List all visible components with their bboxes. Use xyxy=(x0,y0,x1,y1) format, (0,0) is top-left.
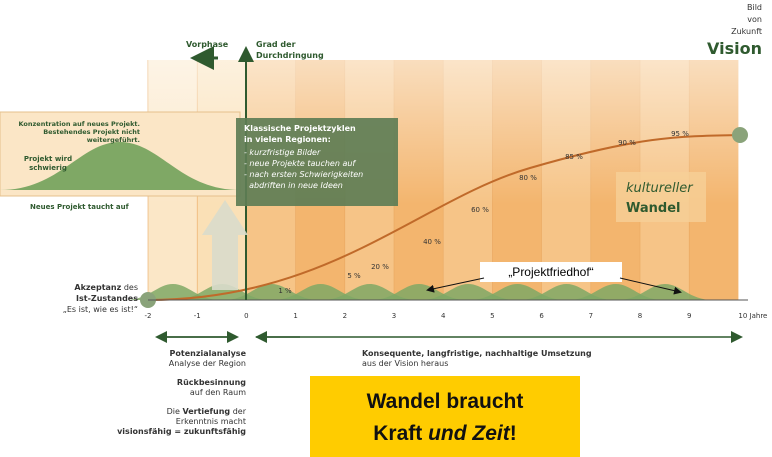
vision-title: Vision xyxy=(707,39,762,58)
callout-part: und Zeit xyxy=(428,422,511,445)
percent-label: 85 % xyxy=(565,153,583,161)
percent-label: 20 % xyxy=(371,263,389,271)
axis-label: 1 xyxy=(293,312,297,320)
cultural-text: Wandel xyxy=(626,201,680,216)
bump xyxy=(617,284,713,300)
axis-label: -2 xyxy=(145,312,152,320)
cycles-item: - kurzfristige Bilder xyxy=(244,148,321,157)
vision-line: von xyxy=(747,15,762,24)
axis-label: 0 xyxy=(244,312,248,320)
inset-text: Projekt wird xyxy=(24,155,72,163)
inset-text: schwierig xyxy=(29,164,67,172)
inset-text: Neues Projekt taucht auf xyxy=(30,203,130,211)
note-part: Die xyxy=(167,407,183,416)
callout-part: ! xyxy=(510,422,517,445)
note: Erkenntnis macht xyxy=(176,417,246,426)
percent-label: 5 % xyxy=(347,272,361,280)
inset-text: weitergeführt. xyxy=(87,136,140,144)
cycles-title: in vielen Regionen: xyxy=(244,135,331,144)
inset-text: Bestehendes Projekt nicht xyxy=(43,128,140,136)
cultural-box xyxy=(616,172,706,222)
cycles-item: - neue Projekte tauchen auf xyxy=(244,159,356,168)
callout-box xyxy=(310,376,580,457)
percent-label: 1 % xyxy=(278,287,292,295)
graveyard-arrow xyxy=(619,277,682,295)
acceptance: Akzeptanz des xyxy=(74,283,138,292)
graveyard-box xyxy=(480,262,622,282)
implementation: Konsequente, langfristige, nachhaltige U… xyxy=(362,349,592,358)
y-axis-label: Durchdringung xyxy=(256,51,324,60)
vision-line: Bild xyxy=(747,3,762,12)
cycles-title: Klassische Projektzyklen xyxy=(244,124,356,133)
big-arrow xyxy=(202,200,248,290)
note: Die Vertiefung der xyxy=(167,407,247,416)
acceptance-rest: des xyxy=(121,283,138,292)
axis-label: 5 xyxy=(490,312,494,320)
vision-line: Zukunft xyxy=(731,27,762,36)
end-dot xyxy=(732,127,748,143)
axis-label: 9 xyxy=(687,312,691,320)
implementation: aus der Vision heraus xyxy=(362,359,448,368)
vorphase: Vorphase xyxy=(186,40,229,49)
callout: Wandel braucht xyxy=(367,390,524,413)
graveyard-arrow xyxy=(426,277,485,293)
cycles-box xyxy=(236,118,398,206)
inset-curve xyxy=(0,142,240,190)
percent-label: 95 % xyxy=(671,130,689,138)
cycles-item: - nach ersten Schwierigkeiten xyxy=(244,170,363,179)
note: Analyse der Region xyxy=(169,359,246,368)
note: visionsfähig = zukunftsfähig xyxy=(117,427,246,436)
acceptance: „Es ist, wie es ist!“ xyxy=(63,305,138,314)
acceptance: Ist-Zustandes xyxy=(76,294,138,303)
inset-text: Konzentration auf neues Projekt. xyxy=(18,120,140,128)
acceptance-bold: Akzeptanz xyxy=(74,283,121,292)
axis-label: 2 xyxy=(343,312,347,320)
axis-label: 7 xyxy=(589,312,593,320)
callout-part: Kraft xyxy=(373,422,428,445)
percent-labels: 1 % 5 % 20 % 40 % 60 % 80 % 85 % 90 % 95 % xyxy=(278,130,689,295)
s-curve xyxy=(147,134,741,301)
percent-label: 80 % xyxy=(519,174,537,182)
note: Rückbesinnung xyxy=(177,378,246,387)
note-part: Vertiefung xyxy=(182,407,230,416)
axis-label: 10 Jahre xyxy=(738,312,767,320)
axis-label: 3 xyxy=(392,312,396,320)
project-bumps xyxy=(125,284,713,300)
axis-label: 4 xyxy=(441,312,446,320)
axis-label: 8 xyxy=(638,312,642,320)
percent-label: 40 % xyxy=(423,238,441,246)
graveyard: „Projektfriedhof“ xyxy=(508,265,593,279)
percent-label: 60 % xyxy=(471,206,489,214)
cultural-text: kultureller xyxy=(626,181,694,196)
note: auf den Raum xyxy=(190,388,246,397)
axis-labels: -2 -1 0 1 2 3 4 5 6 7 8 9 10 Jahre xyxy=(145,312,768,320)
percent-label: 90 % xyxy=(618,139,636,147)
note: Potenzialanalyse xyxy=(170,349,247,358)
note-part: der xyxy=(230,407,247,416)
cycles-item: abdriften in neue Ideen xyxy=(244,181,343,190)
axis-label: 6 xyxy=(539,312,544,320)
axis-label: -1 xyxy=(194,312,201,320)
cycles-items: - kurzfristige Bilder - neue Projekte tau… xyxy=(244,148,363,190)
callout: Kraft und Zeit! xyxy=(373,422,517,445)
y-axis-label: Grad der xyxy=(256,40,296,49)
